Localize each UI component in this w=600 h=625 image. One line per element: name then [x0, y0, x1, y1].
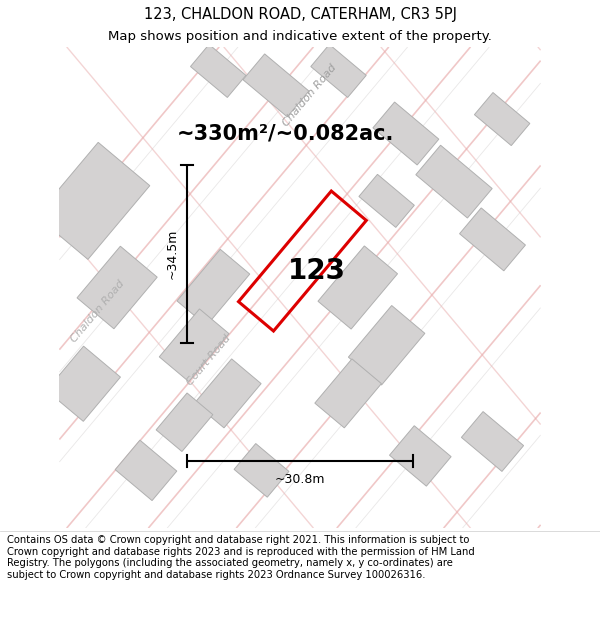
- Polygon shape: [349, 306, 425, 385]
- Polygon shape: [156, 393, 213, 451]
- Polygon shape: [159, 309, 229, 382]
- Polygon shape: [373, 102, 439, 165]
- Text: ~30.8m: ~30.8m: [275, 472, 325, 486]
- Polygon shape: [37, 142, 150, 259]
- Text: 123: 123: [288, 257, 346, 284]
- Text: Chaldon Road: Chaldon Road: [281, 62, 338, 128]
- Text: ~330m²/~0.082ac.: ~330m²/~0.082ac.: [177, 124, 394, 144]
- Text: Map shows position and indicative extent of the property.: Map shows position and indicative extent…: [108, 30, 492, 43]
- Polygon shape: [359, 174, 415, 228]
- Polygon shape: [416, 145, 492, 218]
- Polygon shape: [389, 426, 451, 486]
- Polygon shape: [234, 444, 289, 498]
- Polygon shape: [461, 412, 524, 471]
- Text: Court Road: Court Road: [185, 332, 232, 387]
- Polygon shape: [190, 44, 246, 98]
- Polygon shape: [77, 246, 157, 329]
- Polygon shape: [194, 359, 261, 428]
- Polygon shape: [46, 346, 121, 421]
- Polygon shape: [177, 249, 250, 326]
- Text: Contains OS data © Crown copyright and database right 2021. This information is : Contains OS data © Crown copyright and d…: [7, 535, 475, 580]
- Text: Chaldon Road: Chaldon Road: [69, 279, 127, 344]
- Text: ~34.5m: ~34.5m: [165, 229, 178, 279]
- Polygon shape: [311, 44, 366, 98]
- Text: 123, CHALDON ROAD, CATERHAM, CR3 5PJ: 123, CHALDON ROAD, CATERHAM, CR3 5PJ: [143, 8, 457, 22]
- Polygon shape: [318, 246, 398, 329]
- Polygon shape: [243, 54, 309, 117]
- Polygon shape: [315, 359, 382, 428]
- Polygon shape: [115, 440, 177, 501]
- Polygon shape: [460, 208, 526, 271]
- Polygon shape: [475, 92, 530, 146]
